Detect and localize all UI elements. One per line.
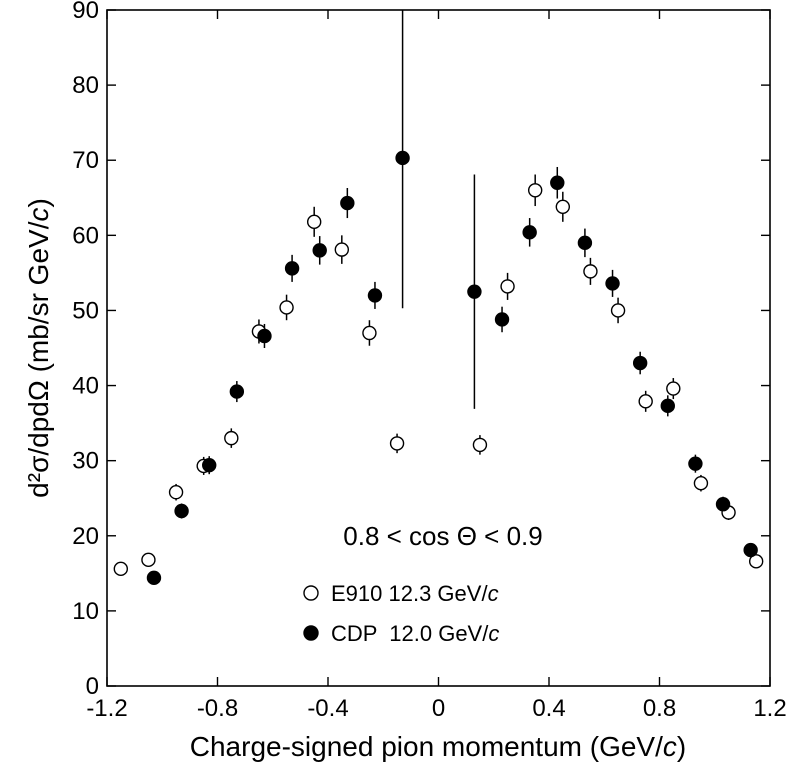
y-tick-label: 70: [72, 147, 99, 174]
y-tick-label: 10: [72, 598, 99, 625]
cdp-data-point: [284, 261, 300, 276]
e910-data-point: [168, 485, 184, 500]
cdp-data-point: [522, 225, 537, 240]
x-tick-label: 0.8: [643, 695, 676, 722]
cos-theta-annotation: 0.8 < cos Θ < 0.9: [343, 521, 542, 551]
e910-data-point: [389, 436, 405, 451]
cdp-data-point: [174, 503, 189, 519]
cdp-data-point: [202, 457, 217, 473]
legend: E910 12.3 GeV/c CDP 12.0 GeV/c: [303, 581, 499, 646]
y-tick-label: 80: [72, 72, 99, 99]
cdp-data-point: [688, 456, 703, 471]
legend-label-e910: E910 12.3 GeV/c: [331, 581, 499, 606]
x-tick-label: 1.2: [753, 695, 786, 722]
y-tick-label: 90: [72, 0, 99, 24]
e910-data-point: [362, 325, 377, 341]
legend-label-cdp: CDP 12.0 GeV/c: [331, 621, 499, 646]
x-axis-title: Charge-signed pion momentum (GeV/c): [190, 731, 686, 762]
cdp-data-point: [660, 398, 675, 414]
y-tick-label: 30: [72, 448, 99, 475]
e910-data-point: [141, 552, 156, 568]
error-bars: [120, 10, 757, 584]
cdp-data-point: [146, 570, 162, 586]
y-tick-labels: 0 10 20 30 40 50 60 70 80 90: [72, 0, 99, 700]
x-tick-label: -0.8: [197, 695, 238, 722]
e910-data-point: [583, 264, 598, 279]
y-tick-label: 0: [86, 673, 99, 700]
cdp-data-point: [632, 355, 648, 371]
e910-data-point: [666, 381, 681, 396]
x-tick-label: 0: [432, 695, 445, 722]
e910-data-point: [279, 300, 294, 315]
e910-data-point: [306, 214, 322, 230]
y-tick-label: 40: [72, 373, 99, 400]
cdp-data-point: [715, 497, 731, 512]
cdp-data-point: [367, 288, 383, 303]
e910-data-point: [224, 430, 239, 446]
y-tick-label: 60: [72, 222, 99, 249]
e910-data-point: [693, 476, 709, 491]
cdp-data-point: [340, 195, 355, 211]
cdp-data-point: [550, 175, 565, 190]
e910-data-point: [472, 437, 488, 453]
axis-ticks: [106, 9, 771, 687]
e910-data-point: [610, 303, 626, 318]
e910-data-point: [555, 199, 571, 214]
cdp-data-point: [312, 243, 327, 258]
cdp-data-point: [257, 328, 272, 344]
y-tick-label: 50: [72, 297, 99, 324]
cdp-data-point: [395, 150, 410, 166]
y-tick-label: 20: [72, 523, 99, 550]
cdp-data-point: [467, 284, 482, 299]
legend-filled-circle-marker: [303, 625, 319, 641]
cdp-data-point: [229, 384, 245, 399]
y-axis-title: d²σ/dpdΩ (mb/sr GeV/c): [23, 198, 54, 498]
e910-data-point: [527, 183, 543, 198]
x-tick-label: 0.4: [532, 695, 565, 722]
x-tick-label: -1.2: [86, 695, 127, 722]
legend-open-circle-marker: [303, 585, 319, 601]
e910-data-point: [113, 561, 129, 577]
cdp-data-point: [743, 542, 758, 558]
data-markers: [113, 150, 764, 586]
cdp-data-point: [577, 235, 593, 251]
x-tick-labels: -1.2 -0.8 -0.4 0 0.4 0.8 1.2: [86, 695, 786, 722]
x-tick-label: -0.4: [307, 695, 348, 722]
cdp-data-point: [494, 312, 510, 327]
e910-data-point: [334, 242, 350, 257]
e910-data-point: [748, 554, 764, 569]
e910-data-point: [638, 394, 653, 409]
cdp-data-point: [605, 276, 620, 291]
e910-data-point: [500, 279, 515, 294]
